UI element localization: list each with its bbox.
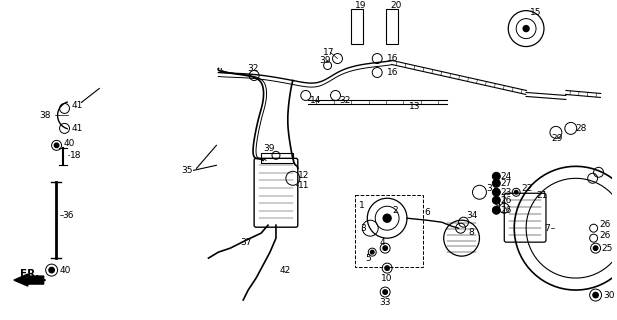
Text: 13: 13 bbox=[409, 102, 420, 111]
Circle shape bbox=[593, 292, 598, 298]
Text: 26: 26 bbox=[600, 231, 611, 240]
Text: 41: 41 bbox=[72, 124, 83, 133]
Text: 34: 34 bbox=[466, 211, 478, 220]
Circle shape bbox=[383, 290, 387, 294]
Text: 4: 4 bbox=[379, 238, 385, 247]
Text: FR.: FR. bbox=[20, 269, 39, 279]
Text: 35: 35 bbox=[181, 166, 193, 175]
Text: 16: 16 bbox=[387, 54, 399, 63]
Text: 5: 5 bbox=[365, 254, 371, 263]
Text: 11: 11 bbox=[298, 181, 309, 190]
Text: 6: 6 bbox=[425, 208, 431, 217]
Text: 29: 29 bbox=[551, 134, 562, 143]
Bar bbox=[352, 9, 363, 44]
Bar bbox=[386, 9, 398, 44]
Circle shape bbox=[523, 26, 529, 32]
Circle shape bbox=[492, 179, 500, 187]
Text: 8: 8 bbox=[468, 228, 474, 237]
Text: 39: 39 bbox=[263, 144, 275, 153]
Text: 25: 25 bbox=[602, 244, 613, 253]
Text: 27: 27 bbox=[500, 179, 511, 188]
Circle shape bbox=[492, 188, 500, 196]
Circle shape bbox=[492, 206, 500, 214]
Text: 26: 26 bbox=[500, 196, 511, 205]
Text: 19: 19 bbox=[355, 1, 367, 10]
Circle shape bbox=[370, 250, 374, 254]
Text: 40: 40 bbox=[64, 139, 75, 148]
Text: 37: 37 bbox=[240, 238, 252, 247]
Text: 7: 7 bbox=[544, 224, 550, 233]
Text: 32: 32 bbox=[339, 96, 351, 105]
Text: 3: 3 bbox=[360, 224, 366, 233]
Circle shape bbox=[492, 172, 500, 180]
Text: 18: 18 bbox=[70, 151, 81, 160]
Text: 31: 31 bbox=[486, 184, 498, 193]
Circle shape bbox=[385, 266, 389, 270]
Text: 21: 21 bbox=[536, 191, 547, 200]
Text: 9: 9 bbox=[494, 201, 500, 210]
Bar bbox=[261, 153, 293, 163]
Text: 26: 26 bbox=[500, 206, 511, 215]
Text: 40: 40 bbox=[60, 266, 71, 275]
Text: 2: 2 bbox=[392, 206, 398, 215]
Text: 14: 14 bbox=[310, 96, 321, 105]
Circle shape bbox=[54, 143, 59, 148]
Text: 1: 1 bbox=[359, 201, 365, 210]
Text: 20: 20 bbox=[390, 1, 402, 10]
Circle shape bbox=[383, 214, 391, 222]
Text: 30: 30 bbox=[603, 291, 615, 300]
Text: 33: 33 bbox=[379, 298, 391, 307]
Circle shape bbox=[383, 246, 387, 250]
Circle shape bbox=[515, 190, 518, 194]
Circle shape bbox=[49, 268, 54, 273]
Text: 32: 32 bbox=[247, 64, 259, 73]
Text: 24: 24 bbox=[500, 172, 511, 181]
Circle shape bbox=[594, 246, 598, 250]
Text: 38: 38 bbox=[39, 111, 51, 120]
Text: 17: 17 bbox=[323, 48, 334, 57]
Text: 12: 12 bbox=[298, 171, 309, 180]
FancyArrow shape bbox=[14, 274, 44, 286]
Text: 22: 22 bbox=[521, 184, 532, 193]
Text: 28: 28 bbox=[576, 124, 587, 133]
Text: 16: 16 bbox=[387, 68, 399, 77]
Text: 26: 26 bbox=[600, 220, 611, 229]
Text: 23: 23 bbox=[500, 188, 511, 197]
Text: 41: 41 bbox=[72, 101, 83, 110]
Text: 42: 42 bbox=[280, 266, 291, 275]
Text: 15: 15 bbox=[530, 8, 542, 17]
Circle shape bbox=[492, 196, 500, 204]
Text: 39: 39 bbox=[320, 56, 331, 65]
Text: 10: 10 bbox=[381, 274, 392, 283]
Text: 36: 36 bbox=[62, 211, 74, 220]
